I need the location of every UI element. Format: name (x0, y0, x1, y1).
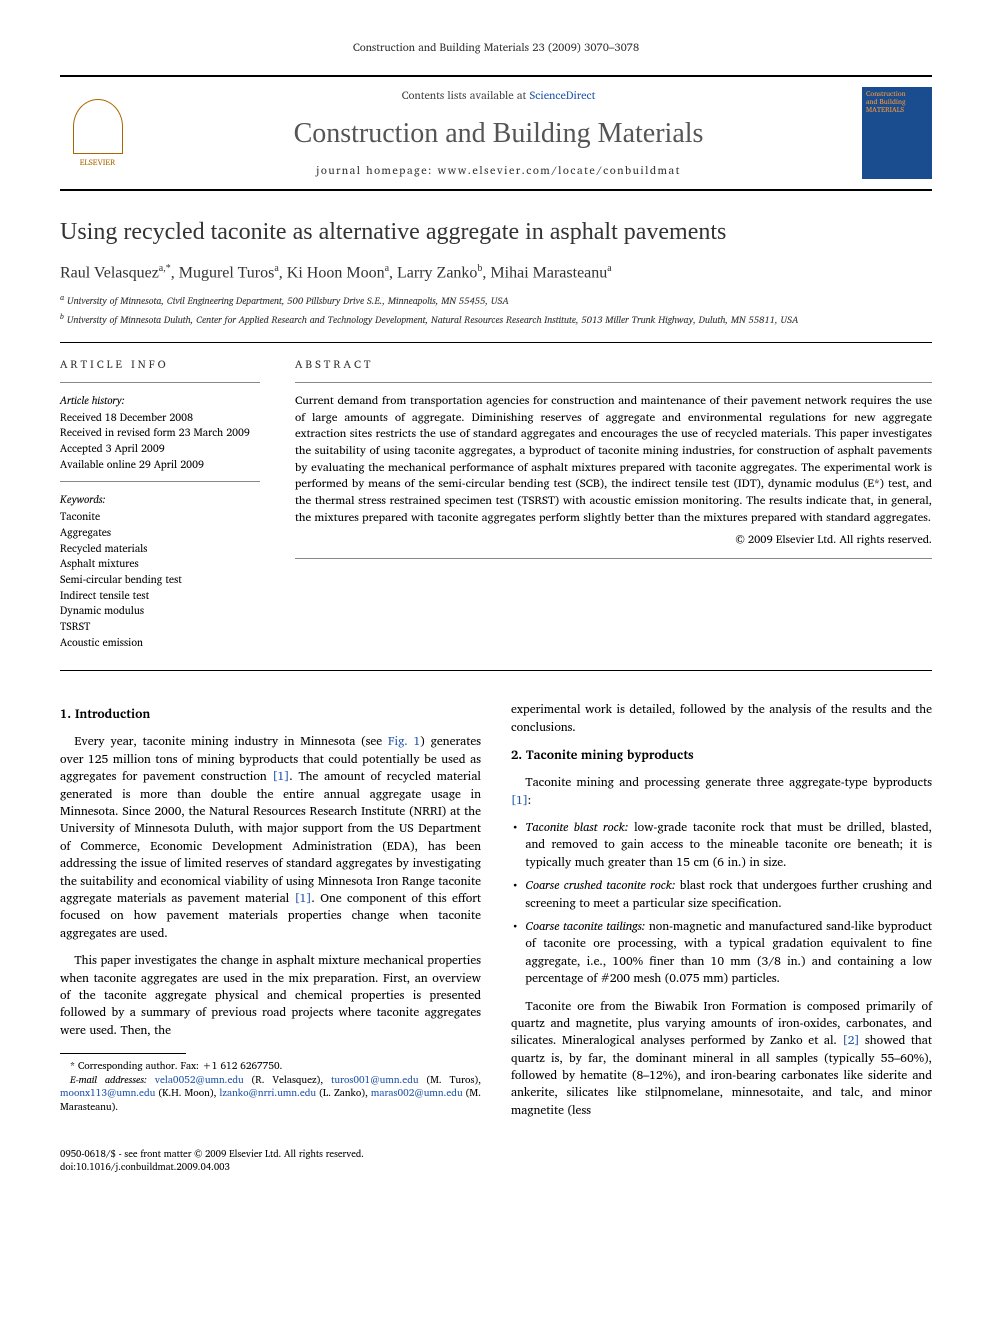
info-divider-1 (60, 382, 260, 383)
publisher-name: ELSEVIER (80, 157, 116, 168)
intro-para-1: Every year, taconite mining industry in … (60, 733, 481, 942)
section-intro-head: 1. Introduction (60, 705, 481, 723)
history-3: Available online 29 April 2009 (60, 457, 260, 472)
author-1: Mugurel Turos (179, 264, 275, 281)
history-2: Accepted 3 April 2009 (60, 441, 260, 456)
header-center: Contents lists available at ScienceDirec… (150, 88, 847, 178)
author-2: Ki Hoon Moon (287, 264, 385, 281)
ref-1-link-b[interactable]: [1] (295, 889, 312, 908)
history-1: Received in revised form 23 March 2009 (60, 425, 260, 440)
contents-prefix: Contents lists available at (402, 86, 530, 104)
keywords-label: Keywords: (60, 492, 260, 507)
article-info-head: ARTICLE INFO (60, 357, 260, 372)
email-4[interactable]: maras002@umn.edu (371, 1085, 463, 1101)
divider-mid (60, 670, 932, 671)
author-0: Raul Velasquez (60, 264, 159, 281)
author-4: Mihai Marasteanu (490, 264, 607, 281)
body-columns: 1. Introduction Every year, taconite min… (60, 701, 932, 1129)
kw-5: Indirect tensile test (60, 588, 260, 603)
journal-cover-thumbnail: Construction and Building MATERIALS (862, 87, 932, 179)
abstract-head: ABSTRACT (295, 357, 932, 372)
author-3-marks: b (477, 263, 482, 274)
doi-line: doi:10.1016/j.conbuildmat.2009.04.003 (60, 1162, 932, 1174)
bullet-0: Taconite blast rock: low-grade taconite … (511, 819, 932, 871)
byproducts-list: Taconite blast rock: low-grade taconite … (511, 819, 932, 988)
authors-line: Raul Velasqueza,*, Mugurel Turosa, Ki Ho… (60, 262, 932, 285)
article-info: ARTICLE INFO Article history: Received 1… (60, 357, 260, 651)
affiliation-a: a University of Minnesota, Civil Enginee… (60, 293, 932, 308)
section-byproducts-head: 2. Taconite mining byproducts (511, 746, 932, 764)
ref-2-link[interactable]: [2] (843, 1031, 860, 1050)
journal-name: Construction and Building Materials (150, 114, 847, 153)
contents-line: Contents lists available at ScienceDirec… (150, 88, 847, 103)
bullet-1-term: Coarse crushed taconite rock: (525, 876, 675, 895)
email-3[interactable]: lzanko@nrri.umn.edu (219, 1085, 316, 1101)
history-label: Article history: (60, 393, 260, 408)
kw-2: Recycled materials (60, 541, 260, 556)
footnote-separator (60, 1053, 186, 1054)
divider-top (60, 342, 932, 343)
bullet-0-term: Taconite blast rock: (525, 818, 628, 837)
byproducts-para-1: Taconite mining and processing generate … (511, 774, 932, 809)
journal-header: ELSEVIER Contents lists available at Sci… (60, 75, 932, 191)
abstract-divider-bottom (295, 558, 932, 559)
front-matter-line: 0950-0618/$ - see front matter © 2009 El… (60, 1149, 932, 1174)
bullet-2: Coarse taconite tailings: non-magnetic a… (511, 918, 932, 988)
info-divider-2 (60, 481, 260, 482)
author-0-marks: a,* (159, 263, 171, 274)
article-title: Using recycled taconite as alternative a… (60, 216, 932, 250)
kw-4: Semi-circular bending test (60, 572, 260, 587)
kw-0: Taconite (60, 509, 260, 524)
abstract: ABSTRACT Current demand from transportat… (295, 357, 932, 651)
kw-7: TSRST (60, 619, 260, 634)
elsevier-tree-icon (73, 99, 123, 154)
kw-6: Dynamic modulus (60, 603, 260, 618)
author-4-marks: a (607, 263, 611, 274)
email-footnote: E-mail addresses: vela0052@umn.edu (R. V… (60, 1074, 481, 1115)
author-3: Larry Zanko (397, 264, 477, 281)
bullet-1: Coarse crushed taconite rock: blast rock… (511, 877, 932, 912)
ref-1-link[interactable]: [1] (272, 767, 289, 786)
abstract-text: Current demand from transportation agenc… (295, 393, 932, 526)
column-right: experimental work is detailed, followed … (511, 701, 932, 1129)
kw-1: Aggregates (60, 525, 260, 540)
sciencedirect-link[interactable]: ScienceDirect (530, 86, 596, 104)
ref-1-link-c[interactable]: [1] (511, 791, 528, 810)
bullet-2-term: Coarse taconite tailings: (525, 917, 645, 936)
history-0: Received 18 December 2008 (60, 410, 260, 425)
journal-homepage[interactable]: journal homepage: www.elsevier.com/locat… (150, 163, 847, 178)
intro-para-2: This paper investigates the change in as… (60, 952, 481, 1039)
abstract-copyright: © 2009 Elsevier Ltd. All rights reserved… (295, 532, 932, 547)
running-header: Construction and Building Materials 23 (… (60, 40, 932, 55)
intro-para-2-cont: experimental work is detailed, followed … (511, 701, 932, 736)
abstract-divider (295, 382, 932, 383)
affiliation-b: b University of Minnesota Duluth, Center… (60, 312, 932, 327)
info-abstract-row: ARTICLE INFO Article history: Received 1… (60, 357, 932, 651)
elsevier-logo: ELSEVIER (60, 91, 135, 176)
kw-8: Acoustic emission (60, 635, 260, 650)
kw-3: Asphalt mixtures (60, 556, 260, 571)
cover-word-3: MATERIALS (866, 107, 928, 115)
column-left: 1. Introduction Every year, taconite min… (60, 701, 481, 1129)
author-1-marks: a (274, 263, 278, 274)
author-2-marks: a (385, 263, 389, 274)
byproducts-para-2: Taconite ore from the Biwabik Iron Forma… (511, 998, 932, 1120)
fig1-link[interactable]: Fig. 1 (388, 732, 420, 751)
